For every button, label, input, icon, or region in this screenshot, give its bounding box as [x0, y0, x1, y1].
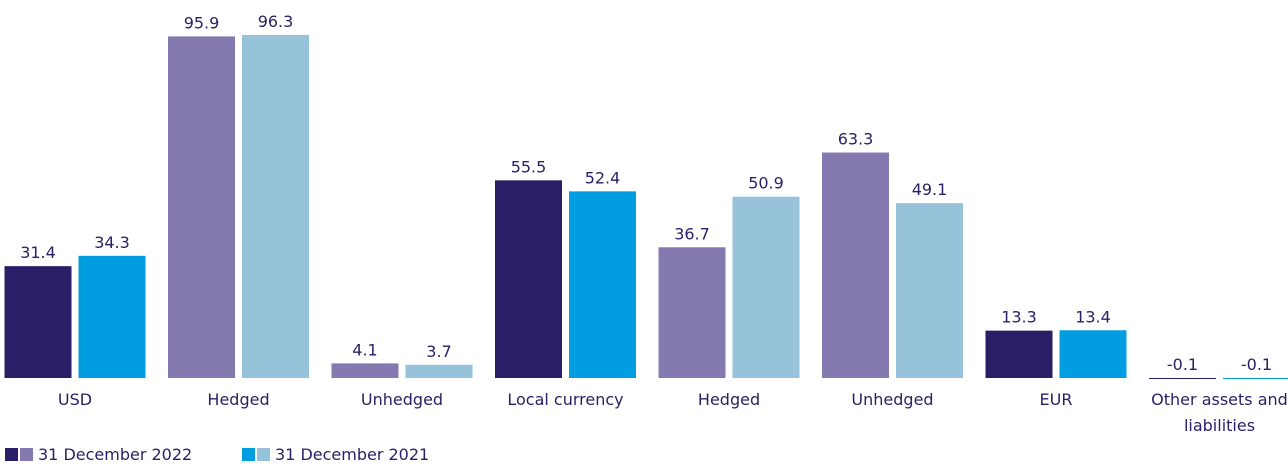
bar — [1059, 330, 1127, 378]
value-label: 55.5 — [511, 157, 547, 176]
bar — [405, 364, 473, 378]
value-label: 4.1 — [352, 340, 377, 359]
x-tick-label: Hedged — [207, 390, 270, 409]
bar — [242, 35, 309, 378]
bar — [822, 152, 889, 378]
bar — [495, 180, 562, 378]
legend-swatch — [5, 448, 18, 461]
bar — [732, 196, 800, 378]
bar — [168, 36, 235, 378]
value-label: 13.4 — [1075, 307, 1111, 326]
value-label: 49.1 — [912, 180, 948, 199]
x-tick-label: Hedged — [697, 390, 761, 409]
bar — [78, 255, 146, 378]
legend-swatch — [20, 448, 33, 461]
bar — [4, 266, 72, 378]
x-tick-label: Unhedged — [360, 390, 444, 409]
value-label: 13.3 — [1001, 308, 1037, 327]
x-tick-label: Local currency — [507, 390, 624, 409]
x-tick-label: EUR — [1039, 390, 1073, 409]
bar — [658, 247, 726, 378]
value-label: -0.1 — [1241, 355, 1272, 374]
value-label: 63.3 — [838, 130, 874, 149]
value-label: 96.3 — [258, 12, 294, 31]
value-label: 31.4 — [20, 243, 56, 262]
value-label: -0.1 — [1167, 355, 1198, 374]
x-tick-label: Other assets and liabilities — [1151, 390, 1288, 435]
bar — [985, 330, 1053, 378]
legend-label: 31 December 2021 — [275, 445, 430, 464]
bar — [1149, 378, 1216, 379]
value-label: 52.4 — [585, 168, 621, 187]
x-tick-label: Unhedged — [851, 390, 934, 409]
x-tick-label: USD — [57, 390, 93, 409]
legend-label: 31 December 2022 — [38, 445, 193, 464]
value-label: 36.7 — [674, 224, 710, 243]
legend-swatch — [242, 448, 255, 461]
value-label: 34.3 — [94, 233, 130, 252]
bar — [331, 363, 399, 378]
value-label: 95.9 — [184, 13, 220, 32]
legend-swatch — [257, 448, 270, 461]
value-label: 3.7 — [426, 342, 451, 361]
bar — [1223, 378, 1288, 379]
bar — [896, 203, 963, 378]
value-label: 50.9 — [748, 174, 784, 193]
bar — [569, 191, 636, 378]
